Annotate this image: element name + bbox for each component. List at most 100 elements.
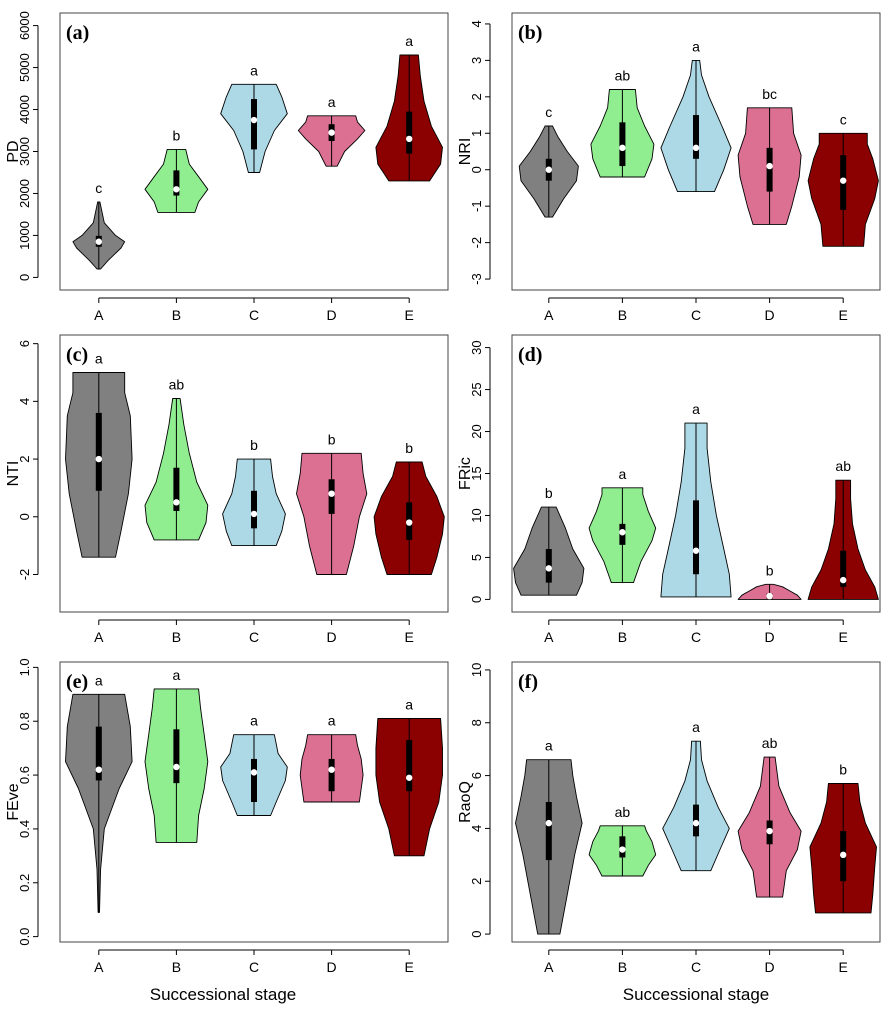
y-tick-label: 2 — [17, 455, 32, 462]
median-point-C — [692, 547, 700, 554]
significance-letter-E: b — [405, 440, 413, 456]
y-tick-label: 6 — [469, 772, 484, 779]
significance-letter-C: b — [250, 437, 258, 453]
x-tick-label: A — [94, 307, 104, 323]
median-point-D — [328, 766, 335, 773]
y-tick-label: -3 — [469, 273, 484, 285]
iqr-box-E — [406, 111, 413, 154]
plot-frame — [511, 661, 881, 943]
x-tick-label: E — [839, 307, 848, 323]
significance-letter-A: a — [95, 672, 103, 688]
x-tick-label: A — [544, 959, 554, 975]
y-tick-label: 10 — [469, 663, 484, 677]
significance-letter-B: ab — [615, 804, 631, 820]
median-point-C — [250, 116, 258, 124]
median-point-C — [250, 769, 258, 776]
y-tick-label: 0.0 — [17, 928, 32, 946]
median-point-A — [545, 819, 552, 827]
y-axis-title: RaoQ — [457, 781, 474, 823]
plot-frame — [59, 12, 449, 291]
y-tick-label: 3 — [469, 57, 484, 64]
median-point-C — [692, 819, 700, 827]
median-point-C — [250, 510, 258, 518]
y-tick-label: 0 — [469, 596, 484, 603]
median-point-A — [545, 565, 552, 572]
panel-tag: (c) — [66, 344, 88, 366]
plot-frame — [511, 334, 881, 613]
median-point-B — [173, 499, 180, 506]
median-point-B — [619, 846, 626, 853]
median-point-B — [173, 186, 180, 193]
significance-letter-B: a — [173, 667, 181, 683]
x-tick-label: E — [839, 629, 848, 645]
y-tick-label: 10 — [469, 508, 484, 522]
x-tick-label: C — [691, 629, 701, 645]
y-axis-title: PD — [5, 140, 22, 162]
significance-letter-B: a — [619, 466, 627, 482]
y-tick-label: 15 — [469, 466, 484, 480]
median-point-C — [692, 144, 700, 152]
x-tick-label: C — [249, 307, 259, 323]
x-tick-label: D — [327, 307, 337, 323]
x-tick-label: E — [405, 629, 414, 645]
y-axis-title: FEve — [5, 783, 22, 820]
y-tick-label: 0 — [469, 930, 484, 937]
plot-frame — [59, 334, 449, 613]
y-tick-label: 6000 — [17, 11, 32, 40]
iqr-box-C — [251, 758, 257, 802]
y-tick-label: 0.6 — [17, 766, 32, 784]
significance-letter-C: a — [250, 713, 258, 729]
significance-letter-A: b — [545, 485, 553, 501]
x-tick-label: A — [544, 307, 554, 323]
y-tick-label: 30 — [469, 340, 484, 354]
significance-letter-D: bc — [762, 86, 777, 102]
median-point-D — [328, 490, 335, 497]
median-point-D — [766, 827, 773, 835]
median-point-A — [545, 166, 552, 173]
x-tick-label: C — [249, 629, 259, 645]
significance-letter-D: b — [766, 562, 774, 578]
x-tick-label: D — [765, 959, 775, 975]
median-point-E — [840, 576, 847, 584]
median-point-B — [173, 763, 180, 771]
x-tick-label: B — [618, 629, 627, 645]
significance-letter-B: ab — [169, 376, 185, 392]
x-tick-label: E — [839, 959, 848, 975]
y-tick-label: 4 — [469, 825, 484, 832]
significance-letter-A: c — [95, 180, 102, 196]
y-tick-label: 25 — [469, 382, 484, 396]
y-tick-label: 2 — [469, 878, 484, 885]
x-tick-label: D — [327, 959, 337, 975]
y-tick-label: 4000 — [17, 95, 32, 124]
y-tick-label: 0 — [469, 166, 484, 173]
panel-tag: (d) — [518, 344, 542, 366]
iqr-box-C — [693, 115, 699, 159]
x-tick-label: D — [765, 629, 775, 645]
significance-letter-A: c — [545, 104, 552, 120]
y-tick-label: 20 — [469, 424, 484, 438]
x-tick-label: E — [405, 307, 414, 323]
panel-tag: (e) — [66, 671, 88, 693]
median-point-D — [766, 162, 773, 170]
significance-letter-B: ab — [615, 68, 631, 84]
significance-letter-E: c — [840, 111, 847, 127]
y-tick-label: 1.0 — [17, 658, 32, 676]
y-axis-title: NTI — [5, 461, 22, 487]
x-tick-label: B — [618, 307, 627, 323]
panel-tag: (a) — [66, 22, 89, 44]
y-tick-label: 1000 — [17, 221, 32, 250]
significance-letter-E: a — [405, 33, 413, 49]
iqr-box-A — [95, 412, 102, 491]
significance-letter-D: a — [328, 94, 336, 110]
significance-letter-B: b — [173, 127, 181, 143]
x-tick-label: D — [765, 307, 775, 323]
significance-letter-C: a — [692, 38, 700, 54]
y-tick-label: 2000 — [17, 179, 32, 208]
median-point-A — [95, 455, 103, 463]
panel-tag: (f) — [518, 671, 538, 693]
x-axis-title-right: Successional stage — [623, 985, 769, 1004]
x-tick-label: A — [544, 629, 554, 645]
significance-letter-A: a — [95, 351, 103, 367]
iqr-box-E — [406, 740, 413, 792]
